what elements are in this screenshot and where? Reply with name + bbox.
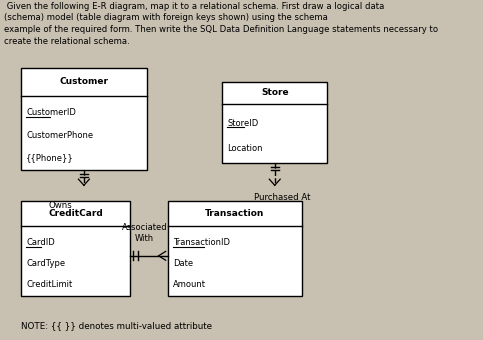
- Text: CreditCard: CreditCard: [48, 209, 103, 218]
- Text: Customer: Customer: [59, 77, 108, 86]
- Bar: [21, 201, 130, 296]
- Text: CardID: CardID: [26, 238, 55, 246]
- Text: Store: Store: [261, 88, 288, 97]
- Text: Amount: Amount: [173, 280, 206, 289]
- Text: Purchased At: Purchased At: [254, 193, 310, 202]
- Text: CustomerID: CustomerID: [26, 108, 76, 117]
- Text: CreditLimit: CreditLimit: [26, 280, 72, 289]
- Text: Date: Date: [173, 259, 193, 268]
- Text: NOTE: {{ }} denotes multi-valued attribute: NOTE: {{ }} denotes multi-valued attribu…: [21, 321, 212, 330]
- Text: CustomerPhone: CustomerPhone: [26, 131, 93, 139]
- Text: Transaction: Transaction: [205, 209, 265, 218]
- Text: Location: Location: [227, 144, 263, 153]
- Bar: [222, 82, 327, 163]
- Text: Associated
With: Associated With: [122, 223, 168, 243]
- Text: CardType: CardType: [26, 259, 65, 268]
- Text: TransactionID: TransactionID: [173, 238, 230, 246]
- Text: {{Phone}}: {{Phone}}: [26, 153, 74, 162]
- Text: Owns: Owns: [49, 201, 73, 210]
- Bar: [168, 201, 302, 296]
- Text: Given the following E-R diagram, map it to a relational schema. First draw a log: Given the following E-R diagram, map it …: [4, 2, 438, 46]
- Text: StoreID: StoreID: [227, 119, 258, 128]
- Bar: [21, 68, 147, 170]
